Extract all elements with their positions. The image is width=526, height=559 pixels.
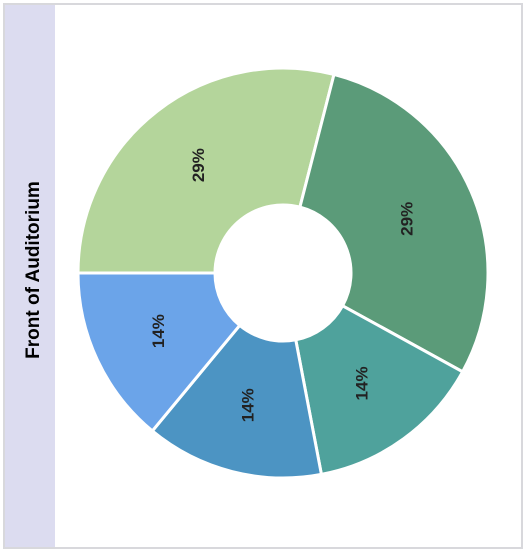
donut-slice (298, 72, 490, 374)
donut-slice (76, 66, 336, 275)
donut-slice (293, 303, 465, 477)
data-label: 14% (353, 366, 372, 400)
data-label: 29% (189, 148, 208, 182)
title-strip (5, 5, 55, 547)
data-label: 14% (239, 388, 258, 422)
donut-slice (150, 323, 324, 480)
data-label: 14% (149, 314, 168, 348)
donut: 29% 29% 14% 14% 14% (76, 66, 490, 480)
chart-title: Front of Auditorium (23, 181, 44, 359)
data-label: 29% (398, 202, 417, 236)
donut-slice (76, 271, 242, 434)
